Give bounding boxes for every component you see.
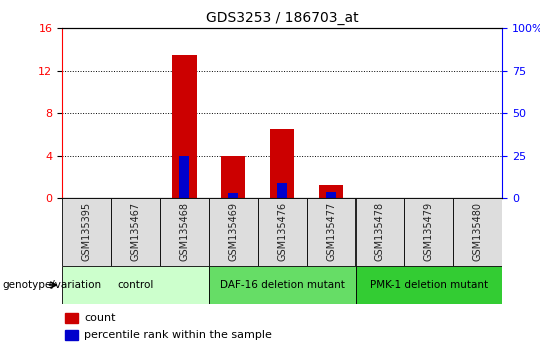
Text: genotype/variation: genotype/variation bbox=[3, 280, 102, 290]
Bar bbox=[209, 198, 258, 266]
Text: percentile rank within the sample: percentile rank within the sample bbox=[84, 330, 272, 339]
Bar bbox=[277, 183, 287, 198]
Bar bbox=[355, 198, 404, 266]
Bar bbox=[172, 55, 197, 198]
Bar bbox=[221, 156, 246, 198]
Bar bbox=[62, 266, 209, 304]
Text: DAF-16 deletion mutant: DAF-16 deletion mutant bbox=[220, 280, 345, 290]
Text: GSM135476: GSM135476 bbox=[277, 202, 287, 262]
Bar bbox=[270, 129, 294, 198]
Text: count: count bbox=[84, 313, 116, 322]
Bar bbox=[307, 198, 355, 266]
Bar bbox=[160, 198, 209, 266]
Bar bbox=[453, 198, 502, 266]
Text: GSM135468: GSM135468 bbox=[179, 202, 190, 261]
Text: GSM135479: GSM135479 bbox=[424, 202, 434, 262]
Bar bbox=[65, 313, 78, 323]
Title: GDS3253 / 186703_at: GDS3253 / 186703_at bbox=[206, 11, 359, 24]
Bar bbox=[62, 198, 111, 266]
Text: control: control bbox=[117, 280, 154, 290]
Text: GSM135480: GSM135480 bbox=[472, 202, 483, 261]
Bar bbox=[258, 198, 307, 266]
Bar bbox=[209, 266, 355, 304]
Text: GSM135478: GSM135478 bbox=[375, 202, 385, 262]
Text: GSM135469: GSM135469 bbox=[228, 202, 238, 261]
Text: GSM135467: GSM135467 bbox=[131, 202, 140, 262]
Bar bbox=[65, 330, 78, 340]
Text: PMK-1 deletion mutant: PMK-1 deletion mutant bbox=[370, 280, 488, 290]
Text: GSM135395: GSM135395 bbox=[82, 202, 92, 262]
Bar bbox=[355, 266, 502, 304]
Bar bbox=[404, 198, 453, 266]
Bar bbox=[179, 156, 189, 198]
Bar bbox=[228, 193, 238, 198]
Bar bbox=[319, 185, 343, 198]
Bar bbox=[111, 198, 160, 266]
Bar bbox=[326, 192, 336, 198]
Text: GSM135477: GSM135477 bbox=[326, 202, 336, 262]
